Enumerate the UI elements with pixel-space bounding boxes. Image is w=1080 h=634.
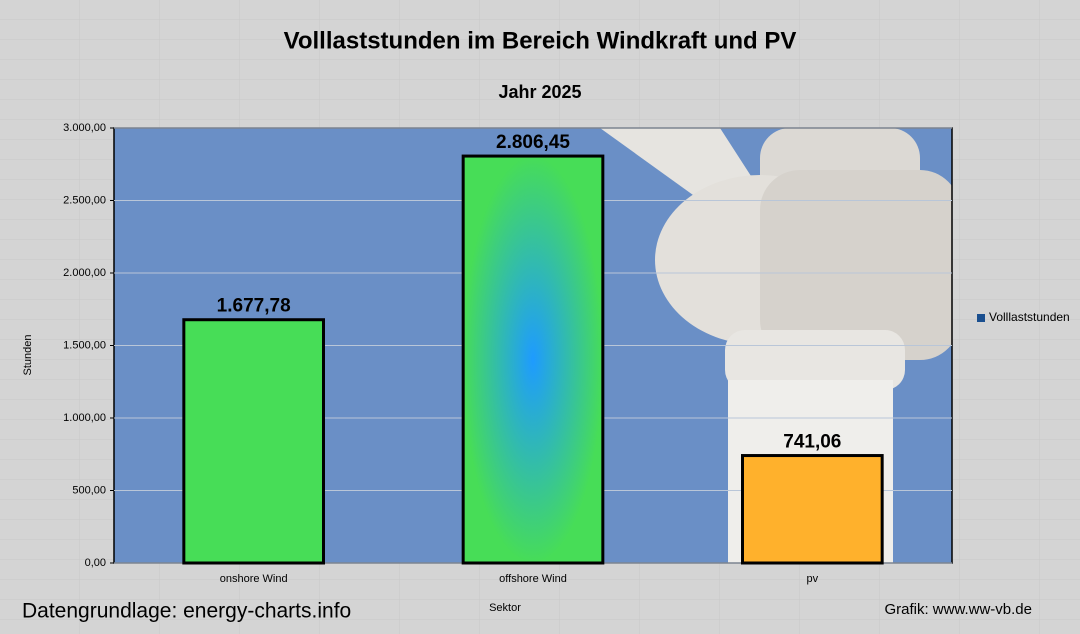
value-label: 2.806,45 [496,132,570,153]
legend-swatch [977,314,985,322]
source-note: Datengrundlage: energy-charts.info [22,600,351,623]
y-tick-label: 0,00 [85,557,106,569]
y-tick-label: 2.000,00 [63,267,106,279]
legend-label: Volllaststunden [989,310,1070,324]
x-tick-label: pv [807,573,819,585]
bar [182,318,325,565]
chart-title: Volllaststunden im Bereich Windkraft und… [284,27,797,54]
value-label: 1.677,78 [217,296,291,317]
y-tick-label: 3.000,00 [63,122,106,134]
y-axis-label: Stunden [22,335,34,376]
x-axis-label: Sektor [489,602,521,614]
y-tick-label: 1.000,00 [63,412,106,424]
x-tick-label: onshore Wind [220,573,288,585]
y-tick-label: 2.500,00 [63,194,106,206]
y-tick-label: 500,00 [72,484,106,496]
bar [461,154,605,565]
x-tick-label: offshore Wind [499,573,567,585]
credit-note: Grafik: www.ww-vb.de [884,601,1032,618]
bar [741,454,884,565]
value-label: 741,06 [783,432,841,453]
y-tick-label: 1.500,00 [63,339,106,351]
chart-subtitle: Jahr 2025 [498,82,581,102]
